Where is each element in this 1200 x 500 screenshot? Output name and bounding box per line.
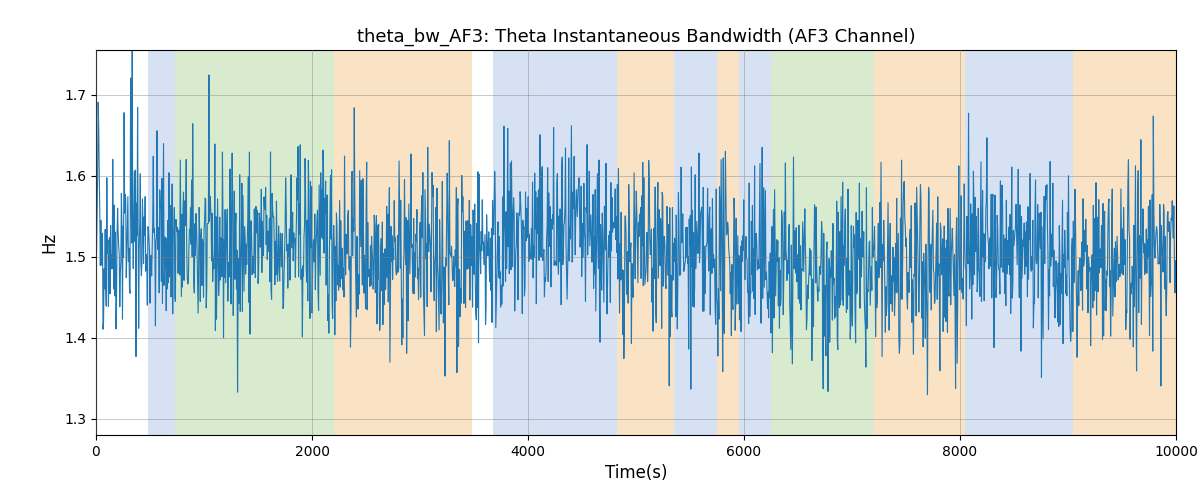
X-axis label: Time(s): Time(s)	[605, 464, 667, 482]
Bar	[772, 50, 874, 435]
Bar	[1074, 50, 1176, 435]
Bar	[617, 50, 674, 435]
Bar	[148, 50, 175, 435]
Y-axis label: Hz: Hz	[41, 232, 59, 253]
Bar	[674, 50, 718, 435]
Bar	[718, 50, 739, 435]
Bar	[965, 50, 1074, 435]
Bar	[874, 50, 965, 435]
Bar	[175, 50, 334, 435]
Bar	[493, 50, 617, 435]
Bar	[739, 50, 772, 435]
Title: theta_bw_AF3: Theta Instantaneous Bandwidth (AF3 Channel): theta_bw_AF3: Theta Instantaneous Bandwi…	[356, 28, 916, 46]
Bar	[334, 50, 472, 435]
